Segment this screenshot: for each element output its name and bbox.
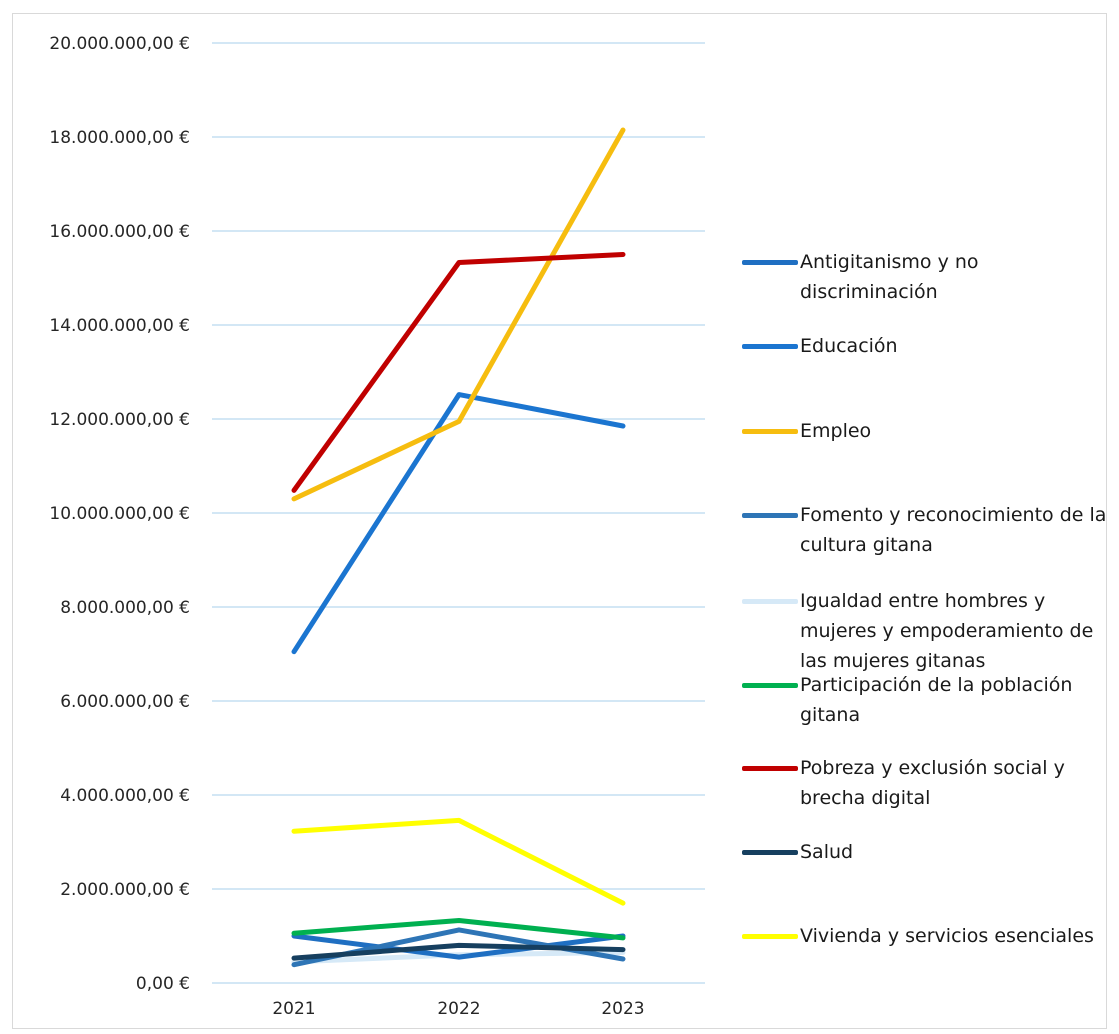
legend-label: Empleo: [800, 420, 872, 442]
legend-swatch: [742, 513, 798, 518]
y-tick-label: 18.000.000,00 €: [49, 128, 190, 148]
y-axis-ticks: 0,00 € 2.000.000,00 € 4.000.000,00 € 6.000.…: [49, 34, 190, 994]
chart-frame: [12, 13, 1107, 1029]
x-tick-label: 2021: [272, 999, 315, 1019]
legend-swatch: [742, 599, 798, 604]
y-tick-label: 20.000.000,00 €: [49, 34, 190, 54]
y-tick-label: 6.000.000,00 €: [60, 692, 190, 712]
legend-swatch: [742, 344, 798, 349]
x-axis-ticks: 2021 2022 2023: [272, 999, 644, 1019]
legend-swatch: [742, 766, 798, 771]
series-lines: [291, 127, 626, 968]
series-line-8: [291, 817, 626, 906]
legend-label: Vivienda y servicios esenciales: [800, 925, 1094, 947]
gridlines: [212, 42, 705, 984]
legend-swatch: [742, 934, 798, 939]
series-line-0: [291, 933, 626, 960]
legend-swatch: [742, 429, 798, 434]
y-tick-label: 0,00 €: [136, 974, 190, 994]
legend-label: Fomento y reconocimiento de la cultura g…: [800, 504, 1107, 556]
legend-label: Igualdad entre hombres y mujeres y empod…: [800, 590, 1094, 672]
y-tick-label: 10.000.000,00 €: [49, 504, 190, 524]
series-line-2: [291, 127, 626, 502]
y-tick-label: 4.000.000,00 €: [60, 786, 190, 806]
y-tick-label: 16.000.000,00 €: [49, 222, 190, 242]
legend-label: Educación: [800, 335, 898, 357]
series-line-6: [291, 252, 626, 493]
legend-label: Salud: [800, 841, 854, 863]
legend-label: Antigitanismo y no discriminación: [800, 251, 979, 303]
x-tick-label: 2023: [601, 999, 644, 1019]
series-line-7: [291, 942, 626, 961]
x-tick-label: 2022: [437, 999, 480, 1019]
y-tick-label: 14.000.000,00 €: [49, 316, 190, 336]
series-line-5: [291, 918, 626, 941]
legend-swatch: [742, 850, 798, 855]
legend-label: Pobreza y exclusión social y brecha digi…: [800, 757, 1065, 809]
legend-label: Participación de la población gitana: [800, 674, 1073, 726]
series-line-1: [291, 392, 626, 655]
legend-swatch: [742, 260, 798, 265]
y-tick-label: 12.000.000,00 €: [49, 410, 190, 430]
legend-swatch: [742, 683, 798, 688]
legend: Antigitanismo y no discriminación Educac…: [742, 0, 1112, 1034]
y-tick-label: 8.000.000,00 €: [60, 598, 190, 618]
y-tick-label: 2.000.000,00 €: [60, 880, 190, 900]
